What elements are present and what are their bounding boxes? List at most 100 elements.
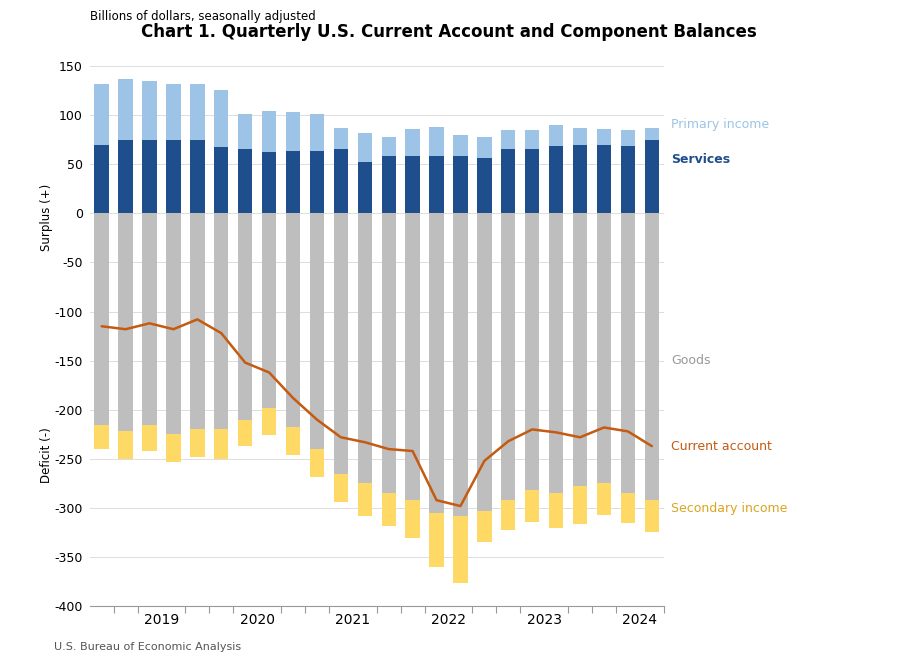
Bar	[190, 84, 205, 140]
Text: U.S. Bureau of Economic Analysis: U.S. Bureau of Economic Analysis	[54, 643, 241, 652]
Bar	[405, 156, 420, 214]
Bar	[94, 84, 109, 144]
Text: Surplus (+): Surplus (+)	[40, 184, 53, 251]
Bar	[214, 430, 229, 459]
Bar	[549, 125, 563, 146]
Bar	[309, 152, 324, 214]
Bar	[214, 148, 229, 214]
Bar	[597, 144, 611, 214]
Text: Primary income: Primary income	[671, 119, 769, 131]
Bar	[334, 128, 348, 150]
Bar	[358, 214, 372, 484]
Text: Secondary income: Secondary income	[671, 501, 788, 515]
Bar	[309, 114, 324, 152]
Bar	[118, 214, 133, 432]
Bar	[621, 130, 635, 146]
Bar	[597, 129, 611, 144]
Bar	[309, 449, 324, 476]
Bar	[405, 214, 420, 500]
Bar	[166, 214, 180, 434]
Bar	[453, 214, 467, 516]
Bar	[238, 214, 252, 420]
Bar	[430, 214, 444, 513]
Text: Services: Services	[671, 153, 730, 165]
Bar	[453, 134, 467, 156]
Bar	[501, 500, 516, 530]
Bar	[143, 214, 157, 424]
Bar	[143, 424, 157, 451]
Bar	[477, 158, 492, 214]
Bar	[501, 214, 516, 500]
Bar	[94, 424, 109, 449]
Bar	[573, 486, 588, 524]
Bar	[118, 78, 133, 140]
Text: Chart 1. Quarterly U.S. Current Account and Component Balances: Chart 1. Quarterly U.S. Current Account …	[141, 23, 756, 41]
Bar	[143, 80, 157, 140]
Bar	[381, 214, 396, 494]
Bar	[597, 214, 611, 484]
Bar	[573, 128, 588, 144]
Bar	[645, 500, 659, 532]
Bar	[597, 484, 611, 515]
Bar	[334, 214, 348, 474]
Bar	[453, 516, 467, 583]
Bar	[381, 494, 396, 526]
Bar	[262, 111, 276, 152]
Bar	[573, 214, 588, 486]
Bar	[549, 494, 563, 528]
Bar	[262, 408, 276, 436]
Bar	[358, 162, 372, 214]
Bar	[309, 214, 324, 449]
Text: Deficit (-): Deficit (-)	[40, 427, 53, 483]
Bar	[166, 84, 180, 140]
Bar	[118, 140, 133, 214]
Bar	[645, 140, 659, 214]
Bar	[190, 214, 205, 430]
Bar	[118, 432, 133, 459]
Bar	[143, 140, 157, 214]
Bar	[621, 146, 635, 214]
Text: Goods: Goods	[671, 354, 710, 367]
Bar	[549, 146, 563, 214]
Bar	[453, 156, 467, 214]
Bar	[334, 150, 348, 214]
Bar	[525, 214, 539, 490]
Bar	[621, 214, 635, 494]
Bar	[621, 494, 635, 523]
Bar	[238, 150, 252, 214]
Bar	[262, 152, 276, 214]
Text: Current account: Current account	[671, 440, 771, 453]
Bar	[430, 127, 444, 156]
Bar	[430, 513, 444, 567]
Bar	[286, 152, 300, 214]
Bar	[358, 132, 372, 162]
Bar	[286, 214, 300, 428]
Bar	[166, 434, 180, 462]
Bar	[238, 114, 252, 150]
Bar	[214, 90, 229, 148]
Text: Billions of dollars, seasonally adjusted: Billions of dollars, seasonally adjusted	[90, 10, 316, 22]
Bar	[214, 214, 229, 430]
Bar	[430, 156, 444, 214]
Bar	[190, 140, 205, 214]
Bar	[525, 130, 539, 150]
Bar	[94, 144, 109, 214]
Bar	[645, 128, 659, 140]
Bar	[501, 130, 516, 150]
Bar	[477, 214, 492, 511]
Bar	[190, 430, 205, 457]
Bar	[501, 150, 516, 214]
Bar	[381, 136, 396, 156]
Bar	[405, 129, 420, 156]
Bar	[262, 214, 276, 408]
Bar	[286, 428, 300, 455]
Bar	[477, 136, 492, 158]
Bar	[166, 140, 180, 214]
Bar	[477, 511, 492, 542]
Bar	[525, 490, 539, 522]
Bar	[573, 144, 588, 214]
Bar	[286, 112, 300, 152]
Bar	[381, 156, 396, 214]
Bar	[238, 420, 252, 446]
Bar	[94, 214, 109, 424]
